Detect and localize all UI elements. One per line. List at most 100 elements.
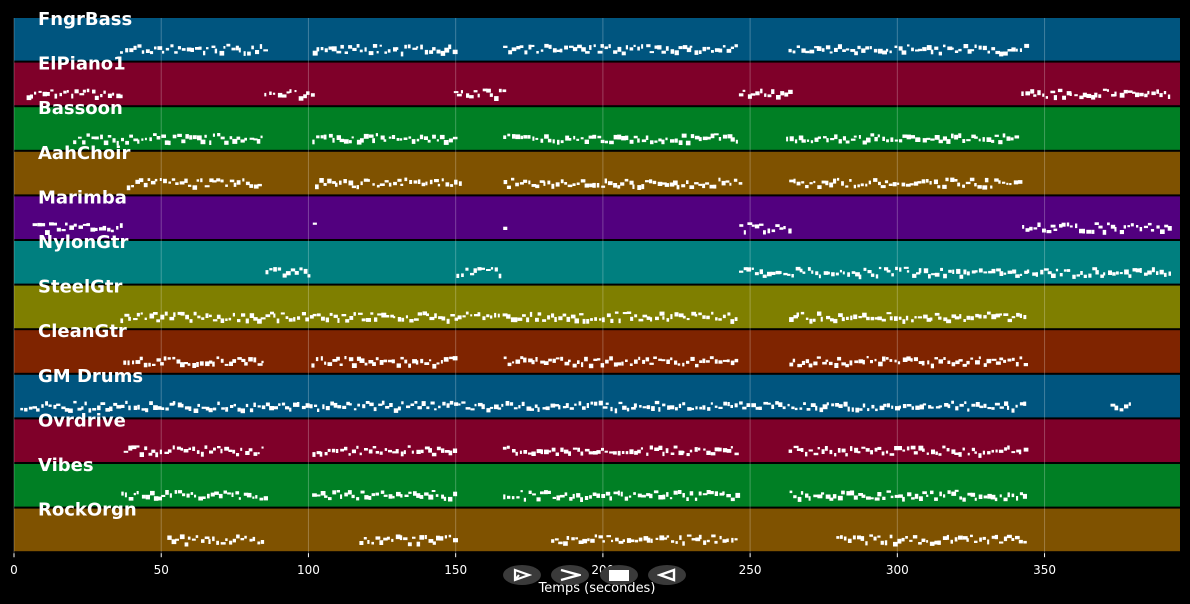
note: [869, 46, 872, 50]
note: [567, 184, 573, 188]
note: [807, 267, 811, 271]
note: [664, 183, 669, 187]
note: [223, 46, 226, 49]
note: [604, 178, 607, 184]
note: [343, 139, 349, 144]
note: [372, 44, 378, 48]
back-button[interactable]: [648, 565, 686, 585]
stop-button[interactable]: [600, 565, 638, 585]
note: [357, 403, 360, 407]
note: [312, 139, 315, 145]
note: [1167, 226, 1172, 231]
note: [970, 534, 973, 538]
note: [596, 450, 601, 454]
note: [802, 271, 806, 274]
note: [709, 184, 714, 189]
note: [1123, 225, 1126, 229]
note: [787, 273, 791, 276]
note: [86, 88, 90, 93]
track-lane-cleangtr: [14, 330, 1180, 373]
note: [874, 317, 879, 320]
note: [429, 50, 434, 54]
note: [641, 139, 647, 143]
note: [336, 356, 340, 361]
note: [540, 491, 544, 495]
note: [177, 311, 182, 315]
note: [634, 359, 638, 364]
note: [994, 497, 998, 502]
note: [205, 313, 209, 318]
note: [543, 361, 549, 365]
note: [325, 317, 329, 323]
note: [843, 401, 848, 407]
note: [918, 445, 924, 451]
note: [600, 139, 605, 144]
play-button[interactable]: [503, 565, 541, 585]
note: [866, 316, 870, 321]
note: [148, 362, 151, 367]
note: [1035, 272, 1038, 277]
note: [775, 270, 781, 275]
note: [441, 316, 446, 321]
note: [1082, 228, 1085, 234]
note: [253, 452, 258, 456]
note: [982, 536, 986, 540]
note: [1043, 268, 1049, 271]
note: [827, 271, 830, 275]
note: [958, 359, 963, 362]
note: [523, 450, 528, 454]
note: [1094, 222, 1099, 225]
note: [379, 451, 383, 455]
note: [951, 314, 957, 318]
note: [501, 403, 504, 407]
note: [835, 403, 839, 407]
note: [212, 361, 215, 367]
note: [417, 406, 422, 410]
note: [450, 314, 455, 317]
note: [167, 449, 172, 453]
note: [926, 540, 929, 543]
note: [167, 535, 172, 540]
note: [929, 317, 933, 321]
note: [617, 362, 622, 366]
note: [600, 44, 604, 48]
note: [28, 406, 33, 410]
note: [858, 274, 862, 280]
note: [228, 317, 232, 321]
note: [870, 273, 875, 277]
note: [1007, 49, 1013, 52]
note: [642, 314, 648, 318]
note: [524, 50, 528, 55]
note: [511, 47, 517, 52]
note: [1156, 225, 1160, 229]
note: [1042, 228, 1046, 233]
note: [364, 448, 368, 451]
note: [256, 139, 261, 144]
note: [865, 46, 870, 50]
note: [947, 404, 951, 409]
note: [734, 403, 738, 408]
note: [629, 363, 633, 366]
note: [368, 360, 374, 364]
note: [438, 316, 443, 320]
note: [899, 267, 902, 272]
note: [449, 356, 454, 360]
note: [149, 313, 155, 319]
note: [432, 134, 436, 139]
note: [1130, 223, 1134, 227]
note: [894, 45, 898, 48]
note: [862, 403, 866, 408]
forward-button[interactable]: [551, 565, 589, 585]
note: [730, 137, 735, 142]
note: [133, 318, 138, 321]
note: [503, 356, 507, 360]
note: [333, 314, 338, 318]
note: [194, 494, 197, 498]
note: [1098, 225, 1103, 229]
note: [305, 403, 310, 408]
note: [145, 49, 150, 53]
note: [151, 449, 156, 453]
note: [276, 318, 280, 324]
note: [212, 319, 218, 322]
note: [702, 315, 706, 319]
